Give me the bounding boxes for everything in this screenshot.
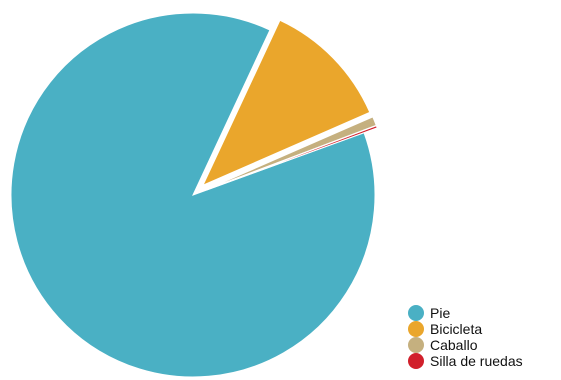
pie-slice-silla-de-ruedas[interactable]	[205, 125, 378, 191]
legend-label-caballo: Caballo	[430, 337, 478, 353]
legend-label-pie: Pie	[430, 305, 451, 321]
pie-slice-bicicleta[interactable]	[202, 19, 371, 187]
chart-legend: Pie Bicicleta Caballo Silla de ruedas	[408, 305, 523, 369]
pie-slice-pie[interactable]	[10, 12, 376, 378]
legend-swatch-silla-de-ruedas	[408, 353, 424, 369]
legend-swatch-bicicleta	[408, 321, 424, 337]
legend-swatch-caballo	[408, 337, 424, 353]
legend-item-caballo[interactable]: Caballo	[408, 337, 523, 353]
legend-item-bicicleta[interactable]: Bicicleta	[408, 321, 523, 337]
legend-label-silla-de-ruedas: Silla de ruedas	[430, 353, 523, 369]
legend-swatch-pie	[408, 305, 424, 321]
legend-item-pie[interactable]: Pie	[408, 305, 523, 321]
legend-item-silla-de-ruedas[interactable]: Silla de ruedas	[408, 353, 523, 369]
legend-label-bicicleta: Bicicleta	[430, 321, 483, 337]
